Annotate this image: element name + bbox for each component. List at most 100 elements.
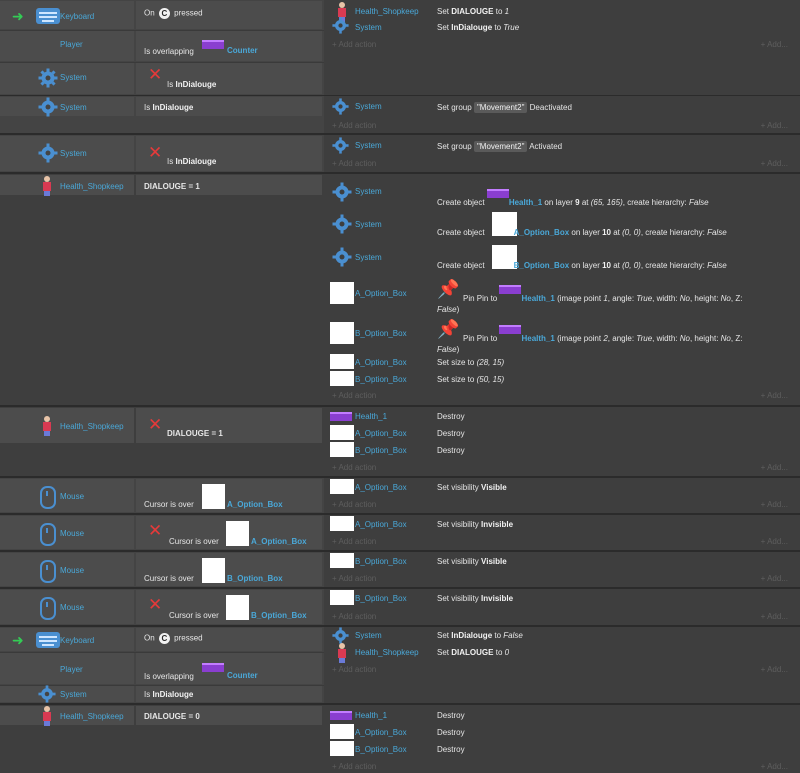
action-row[interactable]: B_Option_Box Destroy <box>324 741 800 758</box>
action-row[interactable]: Health_Shopkeep Set DIALOUGE to 0 <box>324 643 800 663</box>
condition-row[interactable]: Player Is overlapping Counter <box>0 30 324 62</box>
condition-row[interactable]: Health_Shopkeep ✕ DIALOUGE = 1 <box>0 407 324 444</box>
add-action-button[interactable]: + Add action <box>332 500 377 509</box>
condition-object-cell[interactable]: System <box>0 97 134 117</box>
add-action-button[interactable]: + Add action <box>332 159 377 168</box>
action-row[interactable]: B_Option_Box Set size to (50, 15) <box>324 371 800 388</box>
condition-object-cell[interactable]: Mouse <box>0 590 134 624</box>
condition-object-cell[interactable]: System <box>0 685 134 703</box>
action-row[interactable]: B_Option_Box Set visibility Visible <box>324 553 800 570</box>
add-more-button[interactable]: + Add... <box>760 762 788 771</box>
condition-text-cell[interactable]: ✕ Is InDialouge <box>136 136 322 171</box>
add-action-button[interactable]: + Add action <box>332 762 377 771</box>
condition-object-cell[interactable]: Player <box>0 31 134 61</box>
action-row[interactable]: A_Option_Box Destroy <box>324 425 800 442</box>
action-row[interactable]: B_Option_Box 📌 Pin Pin to Health_1 (imag… <box>324 320 800 360</box>
action-row[interactable]: Health_1 Destroy <box>324 408 800 425</box>
condition-text-cell[interactable]: On C pressed <box>136 628 322 651</box>
condition-text-cell[interactable]: Is overlapping Counter <box>136 31 322 61</box>
condition-row[interactable]: ➜ Keyboard On C pressed <box>0 627 324 652</box>
event-block[interactable]: Health_Shopkeep ✕ DIALOUGE = 1 Health_1 … <box>0 407 800 476</box>
condition-row[interactable]: System Is InDialouge <box>0 685 324 703</box>
action-row[interactable]: System Set InDialouge to False <box>324 627 800 644</box>
action-row[interactable]: System Create object B_Option_Box on laye… <box>324 245 800 278</box>
action-row[interactable]: A_Option_Box 📌 Pin Pin to Health_1 (imag… <box>324 280 800 320</box>
condition-text-cell[interactable]: DIALOUGE = 1 <box>136 175 322 195</box>
event-block[interactable]: System Is InDialouge System Set group "M… <box>0 96 800 133</box>
condition-row[interactable]: Mouse ✕ Cursor is over B_Option_Box <box>0 589 324 625</box>
event-block[interactable]: Health_Shopkeep DIALOUGE = 0 Health_1 De… <box>0 705 800 773</box>
action-row[interactable]: Health_1 Destroy <box>324 707 800 724</box>
event-block[interactable]: Health_Shopkeep DIALOUGE = 1 System Crea… <box>0 174 800 405</box>
event-block[interactable]: System ✕ Is InDialouge System Set group … <box>0 135 800 172</box>
condition-text-cell[interactable]: DIALOUGE = 0 <box>136 706 322 725</box>
add-more-button[interactable]: + Add... <box>760 574 788 583</box>
condition-text-cell[interactable]: Cursor is over B_Option_Box <box>136 553 322 586</box>
condition-text-cell[interactable]: ✕ Cursor is over A_Option_Box <box>136 516 322 549</box>
condition-row[interactable]: System Is InDialouge <box>0 96 324 117</box>
add-more-button[interactable]: + Add... <box>760 159 788 168</box>
event-block[interactable]: Mouse ✕ Cursor is over A_Option_Box A_Op… <box>0 515 800 550</box>
add-action-button[interactable]: + Add action <box>332 40 377 49</box>
condition-object-cell[interactable]: System <box>0 63 134 94</box>
action-row[interactable]: B_Option_Box Destroy <box>324 442 800 459</box>
add-more-button[interactable]: + Add... <box>760 612 788 621</box>
condition-text-cell[interactable]: ✕ DIALOUGE = 1 <box>136 408 322 443</box>
add-action-button[interactable]: + Add action <box>332 612 377 621</box>
add-action-button[interactable]: + Add action <box>332 665 377 674</box>
add-more-button[interactable]: + Add... <box>760 500 788 509</box>
action-row[interactable]: A_Option_Box Set visibility Invisible <box>324 516 800 533</box>
action-row[interactable]: System Set group "Movement2" Activated <box>324 137 800 154</box>
add-more-button[interactable]: + Add... <box>760 391 788 400</box>
add-action-button[interactable]: + Add action <box>332 574 377 583</box>
condition-row[interactable]: System ✕ Is InDialouge <box>0 62 324 95</box>
condition-object-cell[interactable]: System <box>0 136 134 171</box>
condition-text-cell[interactable]: Cursor is over A_Option_Box <box>136 479 322 512</box>
action-row[interactable]: System Create object Health_1 on layer 9… <box>324 180 800 212</box>
event-block[interactable]: ➜ Keyboard On C pressed Player Is overla… <box>0 627 800 703</box>
event-block[interactable]: ➜ Keyboard On C pressed Player Is overla… <box>0 0 800 95</box>
action-row[interactable]: B_Option_Box Set visibility Invisible <box>324 590 800 607</box>
condition-row[interactable]: System ✕ Is InDialouge <box>0 135 324 172</box>
condition-object-cell[interactable]: ➜ Keyboard <box>0 628 134 651</box>
condition-text-cell[interactable]: Is overlapping Counter <box>136 653 322 684</box>
add-more-button[interactable]: + Add... <box>760 537 788 546</box>
action-row[interactable]: System Set InDialouge to True <box>324 17 800 36</box>
condition-object-cell[interactable]: Player <box>0 653 134 684</box>
condition-object-cell[interactable]: Health_Shopkeep <box>0 175 134 196</box>
condition-row[interactable]: Player Is overlapping Counter <box>0 652 324 685</box>
condition-text-cell[interactable]: ✕ Cursor is over B_Option_Box <box>136 590 322 624</box>
action-row[interactable]: System Create object A_Option_Box on laye… <box>324 212 800 245</box>
action-row[interactable]: A_Option_Box Set size to (28, 15) <box>324 354 800 371</box>
condition-object-cell[interactable]: Health_Shopkeep <box>0 706 134 726</box>
condition-row[interactable]: Health_Shopkeep DIALOUGE = 1 <box>0 174 324 196</box>
action-row[interactable]: System Set group "Movement2" Deactivated <box>324 98 800 115</box>
action-row[interactable]: A_Option_Box Destroy <box>324 724 800 741</box>
condition-object-cell[interactable]: ➜ Keyboard <box>0 1 134 29</box>
event-block[interactable]: Mouse Cursor is over B_Option_Box B_Opti… <box>0 552 800 587</box>
action-row[interactable]: Health_Shopkeep Set DIALOUGE to 1 <box>324 2 800 22</box>
add-action-button[interactable]: + Add action <box>332 121 377 130</box>
condition-text-cell[interactable]: ✕ Is InDialouge <box>136 63 322 94</box>
condition-row[interactable]: Mouse Cursor is over B_Option_Box <box>0 552 324 587</box>
add-action-button[interactable]: + Add action <box>332 463 377 472</box>
add-action-button[interactable]: + Add action <box>332 537 377 546</box>
add-more-button[interactable]: + Add... <box>760 40 788 49</box>
condition-row[interactable]: Health_Shopkeep DIALOUGE = 0 <box>0 705 324 726</box>
event-block[interactable]: Mouse ✕ Cursor is over B_Option_Box B_Op… <box>0 589 800 625</box>
condition-object-cell[interactable]: Mouse <box>0 553 134 586</box>
add-action-button[interactable]: + Add action <box>332 391 377 400</box>
condition-text-cell[interactable]: Is InDialouge <box>136 97 322 116</box>
add-more-button[interactable]: + Add... <box>760 665 788 674</box>
condition-object-cell[interactable]: Mouse <box>0 479 134 512</box>
condition-row[interactable]: Mouse ✕ Cursor is over A_Option_Box <box>0 515 324 550</box>
action-row[interactable]: A_Option_Box Set visibility Visible <box>324 479 800 496</box>
condition-text-cell[interactable]: On C pressed <box>136 1 322 29</box>
condition-row[interactable]: Mouse Cursor is over A_Option_Box <box>0 478 324 513</box>
condition-object-cell[interactable]: Mouse <box>0 516 134 549</box>
condition-object-cell[interactable]: Health_Shopkeep <box>0 408 134 443</box>
event-block[interactable]: Mouse Cursor is over A_Option_Box A_Opti… <box>0 478 800 513</box>
condition-text-cell[interactable]: Is InDialouge <box>136 686 322 702</box>
add-more-button[interactable]: + Add... <box>760 121 788 130</box>
add-more-button[interactable]: + Add... <box>760 463 788 472</box>
